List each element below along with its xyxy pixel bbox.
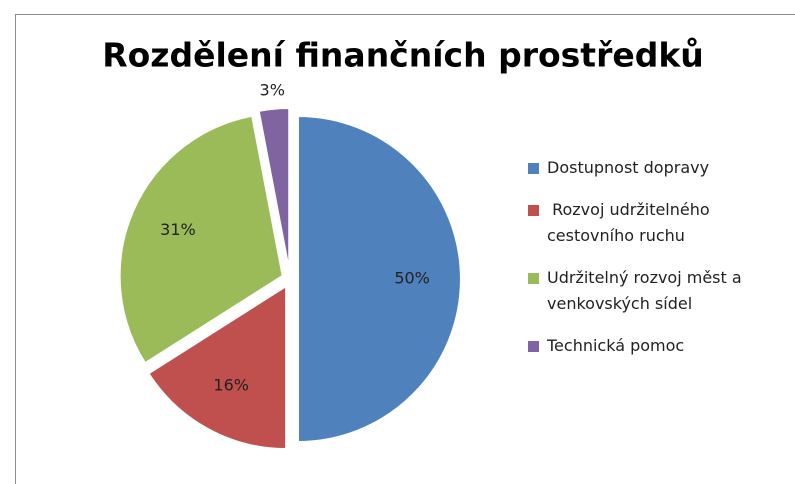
legend-item: Rozvoj udržitelného cestovního ruchu (528, 197, 775, 249)
legend: Dostupnost dopravy Rozvoj udržitelného c… (528, 155, 778, 375)
data-label: 50% (394, 269, 430, 288)
legend-swatch (528, 273, 539, 284)
legend-label: Udržitelný rozvoj měst a venkovských síd… (547, 268, 747, 313)
legend-item: Udržitelný rozvoj měst a venkovských síd… (528, 265, 775, 317)
pie-slice (118, 114, 284, 365)
data-label: 16% (213, 375, 249, 394)
legend-label: Technická pomoc (547, 336, 685, 355)
legend-item: Technická pomoc (528, 333, 775, 359)
legend-swatch (528, 341, 539, 352)
data-label: 3% (260, 80, 285, 99)
pie-slice (297, 114, 462, 444)
legend-swatch (528, 163, 539, 174)
chart-frame (15, 14, 795, 484)
chart-title: Rozdělení finančních prostředků (102, 36, 704, 75)
legend-label: Dostupnost dopravy (547, 158, 710, 177)
legend-item: Dostupnost dopravy (528, 155, 775, 181)
pie-slice (147, 284, 288, 451)
legend-label: Rozvoj udržitelného cestovního ruchu (547, 200, 715, 245)
data-label: 31% (160, 220, 196, 239)
legend-swatch (528, 205, 539, 216)
pie-slice (257, 107, 291, 272)
